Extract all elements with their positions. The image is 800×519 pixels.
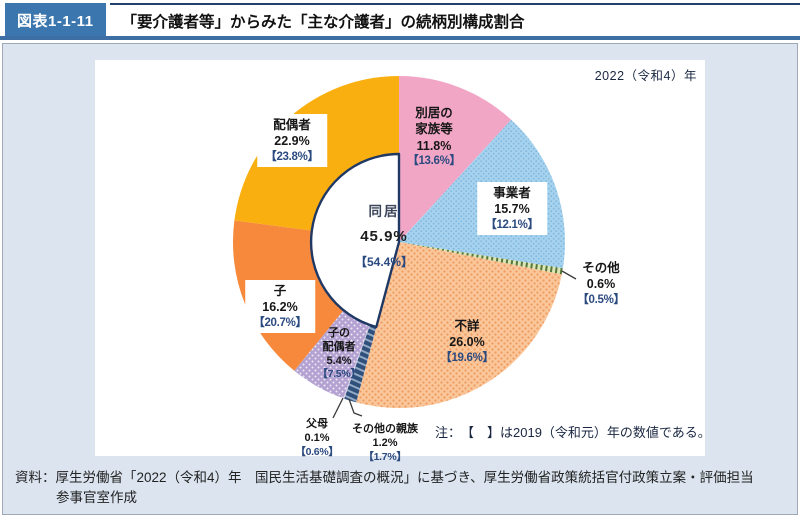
source-line-1: 資料：厚生労働省「2022（令和4）年 国民生活基礎調査の概況」に基づき、厚生労… — [15, 470, 754, 485]
center-label-prev: 【54.4%】 — [354, 255, 414, 269]
pie-label-jigyosha: 事業者 15.7% 【12.1%】 — [477, 182, 547, 236]
leader-line-0 — [561, 270, 577, 280]
pie-slice-sonota — [399, 242, 563, 275]
pie-label-fusho: 不詳 26.0% 【19.6%】 — [440, 319, 494, 364]
pie-slice-fusho — [356, 242, 562, 409]
figure-title: 「要介護者等」からみた「主な介護者」の続柄別構成割合 — [109, 3, 800, 36]
leader-line-1 — [332, 397, 344, 419]
source-line-2: 参事官室作成 — [56, 490, 137, 506]
pie-label-sonota-shinzoku: その他の親族 1.2% 【1.7%】 — [352, 423, 418, 463]
chart-area: 2022（令和4）年 同居 45.9% 【54.4%】 注： 【 】は2019（… — [95, 60, 711, 463]
figure-panel: 2022（令和4）年 同居 45.9% 【54.4%】 注： 【 】は2019（… — [2, 43, 798, 515]
pie-center-dokyo-area — [309, 152, 401, 329]
center-label-name: 同居 — [368, 204, 400, 219]
pie-label-sonota: その他 0.6% 【0.5%】 — [577, 261, 625, 306]
year-label: 2022（令和4）年 — [594, 69, 697, 83]
pie-center-label: 同居 45.9% 【54.4%】 — [355, 200, 413, 270]
figure-header: 図表1-1-11 「要介護者等」からみた「主な介護者」の続柄別構成割合 — [0, 3, 800, 40]
pie-label-haigusha: 配偶者 22.9% 【23.8%】 — [257, 114, 327, 168]
note-text: 注： 【 】は2019（令和元）年の数値である。 — [435, 425, 711, 440]
pie-label-ko-haigusha: 子の 配偶者 5.4% 【7.5%】 — [317, 327, 361, 381]
source-text: 資料：厚生労働省「2022（令和4）年 国民生活基礎調査の概況」に基づき、厚生労… — [15, 468, 754, 509]
pie-label-fubo: 父母 0.1% 【0.6%】 — [295, 418, 339, 458]
leader-line-2 — [348, 398, 363, 417]
pie-label-ko: 子 16.2% 【20.7%】 — [245, 280, 315, 334]
center-label-pct: 45.9% — [360, 228, 408, 245]
pie-label-bekkyo-kazoku: 別居の 家族等 11.8% 【13.6%】 — [407, 106, 461, 167]
pie-slice-bekkyo-kazoku — [399, 76, 512, 242]
pie-chart — [232, 76, 577, 419]
figure-number-badge: 図表1-1-11 — [5, 3, 106, 36]
